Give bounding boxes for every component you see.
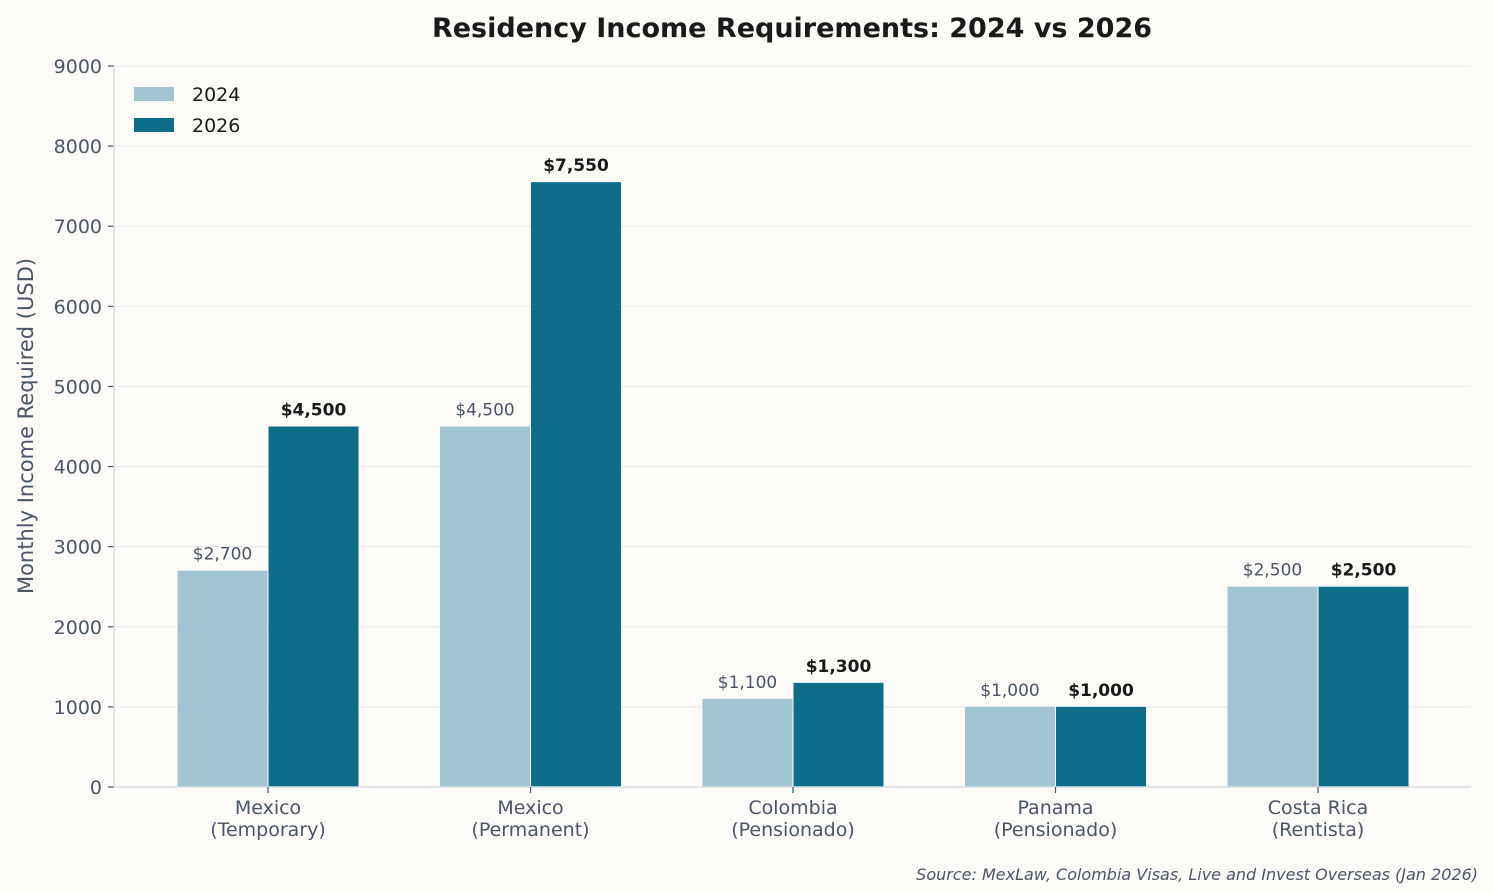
- legend: 2024 2026: [134, 84, 240, 137]
- data-label: $1,000: [980, 681, 1039, 701]
- y-tick-label: 8000: [54, 136, 102, 158]
- legend-swatch-2024: [134, 87, 174, 101]
- y-tick-label: 9000: [54, 56, 102, 78]
- y-tick-label: 6000: [54, 296, 102, 318]
- source-note: Source: MexLaw, Colombia Visas, Live and…: [916, 865, 1478, 884]
- y-tick-label: 0: [90, 777, 102, 799]
- x-tick-label: (Temporary): [210, 819, 326, 841]
- bar-2024: [965, 706, 1055, 787]
- data-label: $1,300: [806, 657, 872, 677]
- y-tick-label: 4000: [54, 457, 102, 479]
- bars: $2,700 $4,500 $4,500 $7,550 $1,100 $1,300 $1,0…: [177, 156, 1409, 787]
- y-tick-label: 5000: [54, 376, 102, 398]
- x-tick-label: Costa Rica: [1268, 797, 1369, 819]
- x-tick-label: (Permanent): [471, 819, 589, 841]
- data-label: $7,550: [543, 156, 609, 176]
- x-tick-label: (Pensionado): [994, 819, 1118, 841]
- bar-2024: [440, 426, 530, 787]
- y-axis-label: Monthly Income Required (USD): [14, 258, 38, 594]
- axes: 0 1000 2000 3000 4000 5000 6000 7000 8000 9000 Mex…: [54, 56, 1471, 841]
- x-tick-label: Colombia: [748, 797, 837, 819]
- y-tick-label: 1000: [54, 697, 102, 719]
- legend-swatch-2026: [134, 118, 174, 132]
- x-tick-label: Mexico: [497, 797, 563, 819]
- y-tick-label: 3000: [54, 537, 102, 559]
- bar-2024: [1227, 586, 1318, 787]
- legend-label: 2026: [192, 115, 240, 137]
- bar-2026: [1056, 706, 1146, 787]
- bar-2026: [268, 426, 359, 787]
- x-tick-label: (Rentista): [1272, 819, 1365, 841]
- bar-2024: [177, 570, 268, 787]
- bar-2026: [793, 682, 884, 787]
- data-label: $4,500: [455, 401, 514, 421]
- y-tick-label: 7000: [54, 216, 102, 238]
- data-label: $2,700: [193, 545, 252, 565]
- data-label: $4,500: [281, 401, 347, 421]
- data-label: $2,500: [1243, 561, 1302, 581]
- x-tick-label: Panama: [1017, 797, 1093, 819]
- data-label: $2,500: [1331, 561, 1397, 581]
- chart-title: Residency Income Requirements: 2024 vs 2…: [432, 13, 1152, 44]
- x-tick-label: (Pensionado): [731, 819, 855, 841]
- y-tick-label: 2000: [54, 617, 102, 639]
- bar-2026: [531, 182, 621, 787]
- data-label: $1,100: [718, 673, 777, 693]
- legend-label: 2024: [192, 84, 240, 106]
- bar-2024: [702, 698, 793, 787]
- data-label: $1,000: [1068, 681, 1134, 701]
- x-tick-label: Mexico: [235, 797, 301, 819]
- bar-2026: [1318, 586, 1409, 787]
